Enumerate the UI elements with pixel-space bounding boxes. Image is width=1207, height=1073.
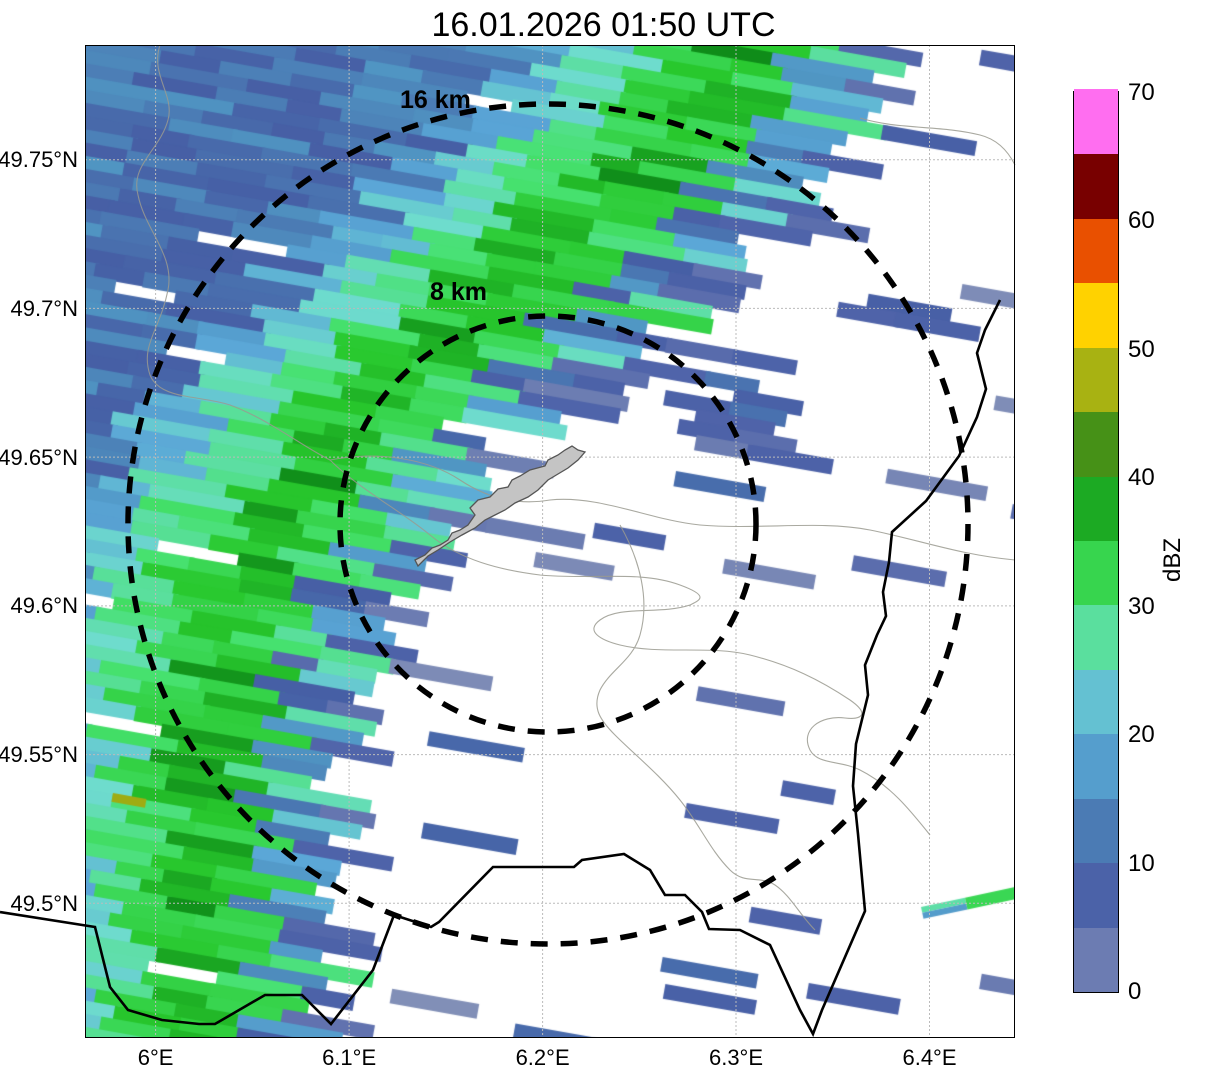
svg-text:49.75°N: 49.75°N <box>0 147 78 172</box>
svg-text:49.6°N: 49.6°N <box>10 593 78 618</box>
svg-text:6.4°E: 6.4°E <box>902 1045 956 1070</box>
svg-text:49.7°N: 49.7°N <box>10 296 78 321</box>
svg-text:49.55°N: 49.55°N <box>0 742 78 767</box>
svg-text:6.2°E: 6.2°E <box>516 1045 570 1070</box>
svg-text:6.1°E: 6.1°E <box>322 1045 376 1070</box>
svg-text:6°E: 6°E <box>138 1045 174 1070</box>
svg-text:49.5°N: 49.5°N <box>10 891 78 916</box>
svg-text:49.65°N: 49.65°N <box>0 445 78 470</box>
svg-text:6.3°E: 6.3°E <box>709 1045 763 1070</box>
